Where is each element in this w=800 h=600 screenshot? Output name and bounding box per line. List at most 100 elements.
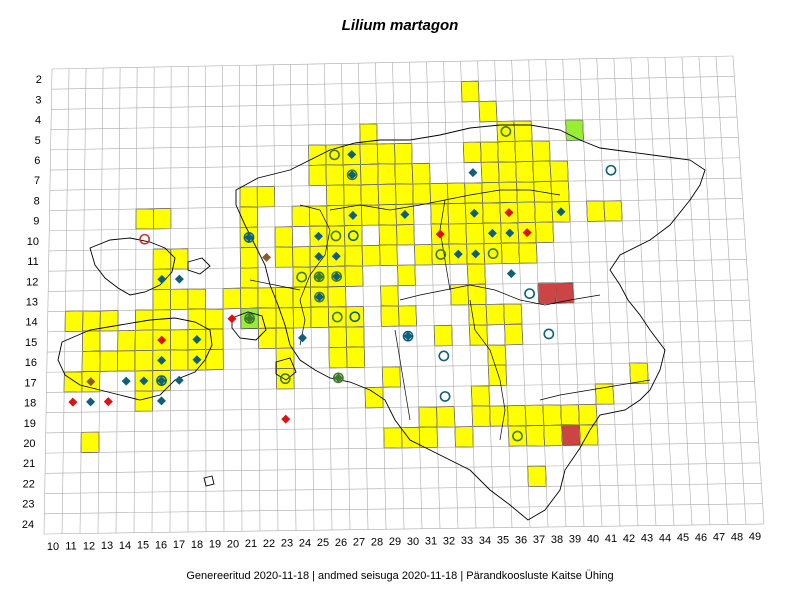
column-label: 23 — [281, 538, 293, 550]
presence-cell — [377, 163, 396, 185]
presence-cell — [81, 350, 101, 373]
column-label: 26 — [335, 537, 347, 549]
marker-diamond-blue — [192, 355, 202, 365]
marker-diamond-blue — [556, 207, 566, 217]
marker-circle-green — [279, 373, 291, 385]
presence-cell — [397, 264, 416, 287]
marker-circle-blue — [347, 230, 359, 242]
county-border-1 — [299, 204, 331, 346]
grid-line-vertical — [596, 58, 621, 527]
marker-circle-green — [296, 271, 308, 283]
column-label: 17 — [173, 539, 185, 551]
grid-line-horizontal — [47, 320, 751, 333]
row-label: 2 — [36, 74, 42, 86]
grid-line-horizontal — [50, 157, 740, 171]
marker-diamond-blue — [157, 274, 167, 284]
column-label: 27 — [353, 537, 365, 549]
marker-diamond-blue — [244, 232, 254, 242]
presence-cell — [377, 183, 397, 206]
row-label: 20 — [23, 438, 35, 450]
marker-diamond-red — [68, 397, 78, 407]
presence-cell — [326, 204, 345, 227]
presence-cell — [534, 221, 555, 244]
presence-cell — [413, 244, 433, 266]
presence-cell — [325, 144, 344, 166]
presence-cell — [239, 186, 258, 208]
column-label: 12 — [83, 540, 95, 552]
presence-cell — [257, 287, 277, 309]
marker-diamond-green — [314, 272, 324, 282]
marker-diamond-blue — [347, 150, 357, 160]
grid-line-vertical — [221, 65, 225, 532]
marker-diamond-blue — [297, 333, 307, 343]
marker-diamond-blue — [348, 210, 358, 220]
row-label: 23 — [22, 499, 34, 511]
grid-line-vertical — [681, 56, 711, 525]
county-border-4 — [394, 329, 411, 421]
row-label: 6 — [34, 155, 40, 167]
column-label: 42 — [623, 533, 635, 545]
grid-line-horizontal — [49, 177, 742, 191]
presence-cell — [497, 161, 517, 183]
column-label: 29 — [389, 536, 401, 548]
coastline — [57, 124, 706, 521]
presence-cell — [524, 404, 545, 427]
presence-cell — [433, 324, 453, 347]
presence-cell — [429, 182, 449, 205]
row-label: 15 — [25, 337, 37, 349]
grid-line-vertical — [115, 67, 121, 534]
presence-cell — [507, 425, 528, 447]
marker-diamond-green — [245, 313, 255, 323]
column-label: 48 — [731, 531, 743, 543]
grid-line-horizontal — [51, 96, 736, 110]
column-label: 35 — [497, 535, 509, 547]
presence-cell — [292, 286, 312, 309]
presence-cell — [460, 80, 480, 103]
row-label: 16 — [25, 357, 37, 369]
marker-circle-blue — [439, 391, 451, 402]
column-label: 47 — [713, 532, 725, 544]
grid-line-vertical — [255, 65, 261, 532]
marker-diamond-blue — [469, 208, 479, 218]
row-label: 7 — [34, 175, 40, 187]
marker-circle-blue — [438, 350, 450, 362]
presence-cell — [274, 226, 294, 248]
county-border-3 — [399, 284, 601, 306]
grid-line-vertical — [290, 64, 297, 531]
marker-diamond-red — [281, 414, 291, 424]
presence-cell — [448, 223, 468, 245]
column-label: 16 — [155, 539, 167, 551]
column-label: 41 — [605, 533, 617, 545]
presence-cell — [532, 160, 552, 183]
column-label: 14 — [119, 540, 131, 552]
presence-cell — [292, 266, 311, 288]
presence-cell — [327, 306, 347, 328]
marker-circle-green — [512, 430, 523, 442]
column-label: 33 — [461, 535, 473, 547]
presence-cell — [346, 346, 366, 369]
grid-line-vertical — [698, 56, 729, 525]
marker-diamond-red — [103, 397, 113, 407]
row-label: 9 — [33, 216, 39, 228]
marker-diamond-brown — [86, 377, 96, 387]
grid-line-vertical — [169, 66, 172, 533]
grid-line-horizontal — [48, 279, 748, 292]
presence-cell — [239, 246, 259, 269]
marker-circle-blue — [156, 375, 167, 386]
presence-cell — [480, 141, 499, 163]
presence-cell — [325, 164, 345, 186]
presence-cell — [135, 208, 154, 230]
grid-line-horizontal — [49, 218, 744, 232]
grid-line-vertical — [477, 60, 495, 528]
column-label: 18 — [191, 539, 203, 551]
marker-diamond-blue — [121, 376, 131, 386]
grid-line-vertical — [630, 57, 657, 526]
presence-cell — [418, 426, 439, 449]
presence-cell — [345, 326, 365, 348]
presence-cell — [359, 143, 379, 165]
saaremaa-outline — [57, 317, 213, 401]
presence-cell — [507, 404, 527, 427]
presence-cell — [447, 202, 467, 225]
row-label: 11 — [27, 256, 38, 268]
